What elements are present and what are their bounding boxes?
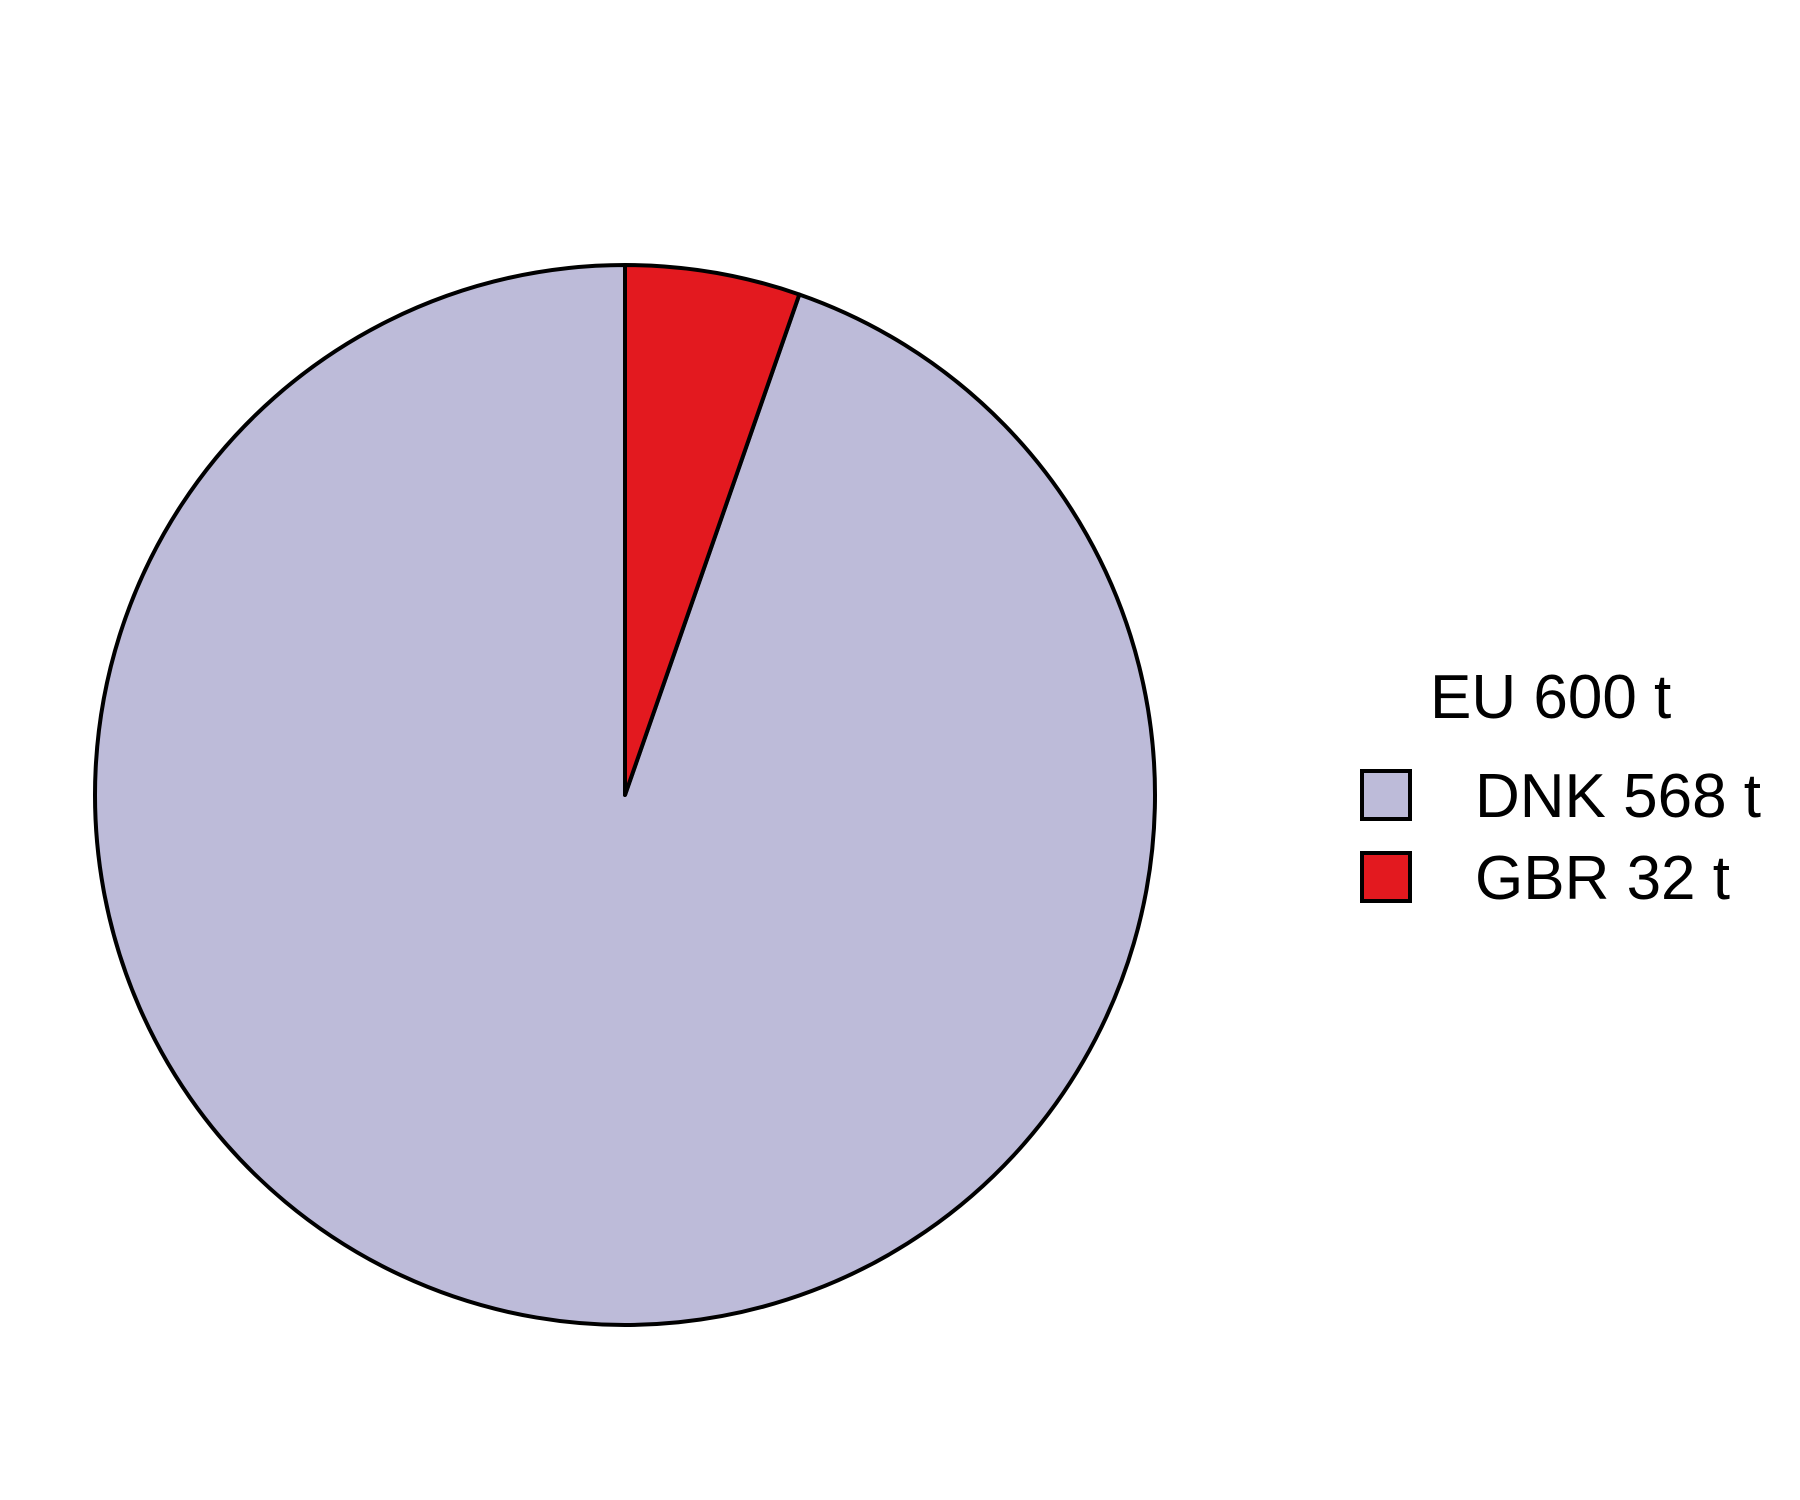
legend-title: EU 600 t: [1430, 663, 1671, 732]
legend-item-dnk: DNK 568 t: [1360, 762, 1761, 831]
legend-key-dnk: [1360, 769, 1412, 821]
legend-label-gbr: GBR 32 t: [1475, 844, 1730, 913]
legend-label-dnk: DNK 568 t: [1475, 762, 1761, 831]
legend-item-gbr: GBR 32 t: [1360, 844, 1730, 913]
pie-slices: [93, 263, 1157, 1327]
legend: EU 600 t DNK 568 t GBR 32 t: [1360, 663, 1761, 913]
legend-items: DNK 568 t GBR 32 t: [1360, 762, 1761, 913]
pie-slice-gbr: [623, 263, 802, 797]
legend-key-gbr: [1360, 851, 1412, 903]
